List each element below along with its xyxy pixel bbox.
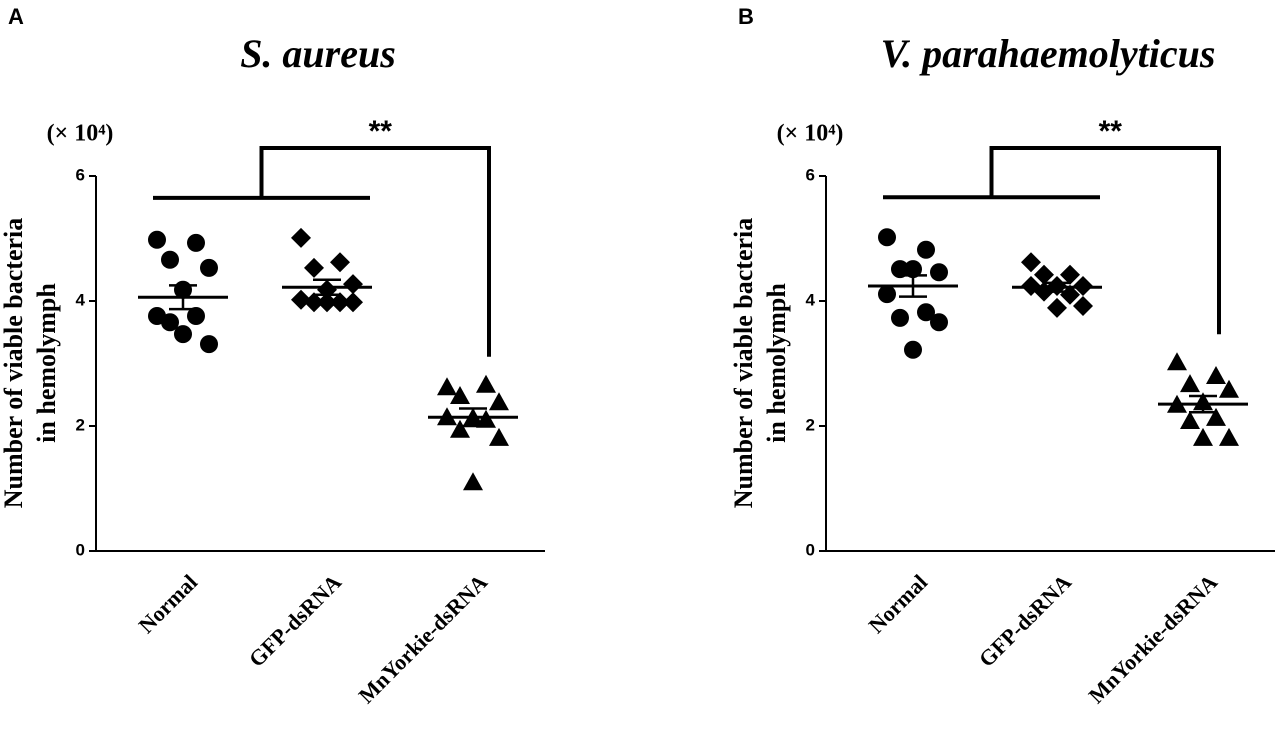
data-point [1206,366,1226,384]
y-unit: (× 10⁴) [777,121,844,147]
y-tick-label: 2 [806,415,815,434]
chart-title: V. parahaemolyticus [881,31,1216,76]
y-tick-label: 0 [76,540,85,559]
data-point [917,303,935,322]
y-axis-label: Number of viable bacteria [0,218,28,509]
data-point [330,292,350,313]
data-point [187,233,205,252]
data-point [463,472,483,491]
error-bar [1189,394,1217,414]
data-point [304,292,324,313]
data-point [450,386,470,404]
x-tick-label: MnYorkie-dsRNA [1083,569,1222,708]
error-bar [169,284,197,311]
data-point [1060,284,1080,305]
data-point [161,313,179,332]
data-point [291,289,311,310]
data-point [291,227,311,248]
data-point [917,240,935,259]
data-point [878,228,896,247]
data-point [450,419,470,438]
data-point [1180,411,1200,429]
x-tick-label: MnYorkie-dsRNA [353,569,492,708]
data-point [489,427,509,446]
data-point [437,377,457,396]
data-point [878,285,896,304]
y-tick-label: 4 [76,290,86,309]
error-bar [1043,281,1071,293]
significance-bracket [153,146,491,357]
data-point [1073,296,1093,316]
y-tick-label: 2 [76,415,85,434]
data-point [174,325,192,344]
data-point [1034,264,1054,285]
data-point [304,257,324,278]
y-tick-label: 6 [76,165,85,184]
significance-label: ** [369,115,393,148]
y-unit: (× 10⁴) [47,121,114,147]
data-point [476,374,496,393]
chart-title: S. aureus [240,31,396,76]
data-point [148,230,166,249]
panel-label: B [738,4,754,29]
x-tick-label: Normal [133,569,202,638]
data-point [904,340,922,359]
data-point [930,263,948,282]
data-point [1047,297,1067,318]
data-point [1193,427,1213,446]
data-point [200,258,218,277]
data-point [1219,379,1239,398]
x-tick-label: Normal [863,569,932,638]
data-point [930,313,948,332]
data-point [1060,264,1080,285]
y-axis-label: in hemolymph [762,283,791,443]
data-point [1219,427,1239,446]
y-axis-label: Number of viable bacteria [729,218,758,509]
data-point [161,250,179,269]
data-point [891,308,909,327]
y-tick-label: 0 [806,540,815,559]
data-point [891,260,909,279]
data-point [317,292,337,313]
data-point [1021,252,1041,273]
x-tick-label: GFP-dsRNA [974,569,1076,671]
data-point [187,307,205,325]
significance-bracket [883,146,1221,335]
data-point [330,252,350,273]
panel-label: A [8,4,24,29]
y-tick-label: 4 [806,290,816,309]
data-point [904,260,922,279]
data-point [343,292,363,313]
error-bar [313,278,341,296]
x-tick-label: GFP-dsRNA [244,569,346,671]
data-point [489,392,509,411]
data-point [200,335,218,354]
data-point [1206,407,1226,426]
data-point [1167,352,1187,371]
error-bar [459,407,487,428]
data-point [343,274,363,295]
y-axis-label: in hemolymph [32,283,61,443]
data-point [1180,374,1200,393]
y-tick-label: 6 [806,165,815,184]
error-bar [899,274,927,298]
significance-label: ** [1099,115,1123,148]
